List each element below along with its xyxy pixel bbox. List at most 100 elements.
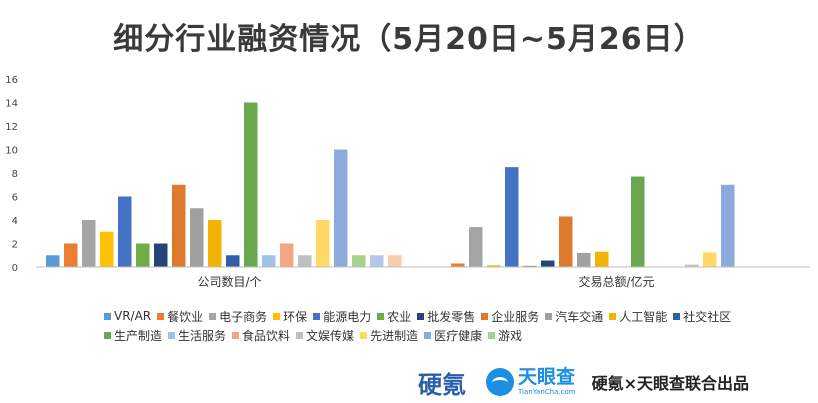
bar-餐饮业-1 xyxy=(451,263,465,267)
x-category-label: 交易总额/亿元 xyxy=(578,274,654,289)
legend-swatch xyxy=(609,312,617,320)
bar-生活服务-0 xyxy=(262,255,276,267)
brand2-name: 天眼查 xyxy=(518,366,576,388)
bar-医疗健康-1 xyxy=(721,184,735,267)
x-category-label: 公司数目/个 xyxy=(197,274,261,289)
legend-label: 电子商务 xyxy=(219,309,268,324)
brand-logo-tianyancha: 天眼查 TianYanCha.com xyxy=(486,368,576,396)
legend-item: 能源电力 xyxy=(313,308,371,324)
legend-swatch xyxy=(313,312,321,320)
legend-swatch xyxy=(209,312,217,320)
legend-swatch xyxy=(545,312,553,320)
bar-企业服务-1 xyxy=(559,216,573,267)
bars-group xyxy=(46,102,735,267)
legend-item: 游戏 xyxy=(488,327,522,343)
legend-swatch xyxy=(296,331,304,339)
legend-label: 社交社区 xyxy=(683,309,732,324)
bar-食品饮料-0 xyxy=(280,243,294,267)
legend-label: 能源电力 xyxy=(323,309,372,324)
brand2-text: 天眼查 TianYanCha.com xyxy=(518,368,576,396)
bar-能源电力-0 xyxy=(118,196,132,267)
legend-label: 餐饮业 xyxy=(167,309,204,324)
bar-文娱传媒-0 xyxy=(298,255,312,267)
legend-label: 食品饮料 xyxy=(242,328,291,343)
legend-swatch xyxy=(481,312,489,320)
bar-农业-1 xyxy=(523,265,537,267)
bar-医疗健康-0 xyxy=(334,149,348,267)
legend-item: 汽车交通 xyxy=(545,308,603,324)
bar-人工智能-0 xyxy=(208,220,222,267)
brand2-url: TianYanCha.com xyxy=(518,388,576,396)
legend-swatch xyxy=(424,331,432,339)
legend-label: 生活服务 xyxy=(178,328,227,343)
bar-chart: 0 2 4 6 8 10 12 14 16 公司数目/个 交易总额/亿元 xyxy=(5,75,810,289)
legend-label: 汽车交通 xyxy=(555,309,604,324)
legend: VR/AR 餐饮业 电子商务 环保 能源电力 农业 批发零售 企业服务 汽车交通 人工智能 社交社区… xyxy=(104,308,764,343)
legend-swatch xyxy=(104,312,111,320)
bar-环保-1 xyxy=(487,265,501,267)
legend-label: 人工智能 xyxy=(619,309,668,324)
bar-餐饮业-0 xyxy=(64,243,78,267)
legend-label: 游戏 xyxy=(498,328,523,343)
bar-电子商务-1 xyxy=(469,227,483,267)
bar-批发零售-0 xyxy=(154,243,168,267)
legend-label: 文娱传媒 xyxy=(306,328,355,343)
y-tick-label: 8 xyxy=(12,169,18,180)
bar-企业服务-0 xyxy=(172,184,186,267)
bar-生产制造-1 xyxy=(631,176,645,267)
y-tick-label: 12 xyxy=(5,122,18,133)
y-tick-label: 0 xyxy=(12,263,18,274)
bar-电子商务-0 xyxy=(82,220,96,267)
legend-item: 食品饮料 xyxy=(232,327,290,343)
y-tick-label: 16 xyxy=(5,75,18,86)
legend-swatch xyxy=(168,331,176,339)
legend-item: 医疗健康 xyxy=(424,327,482,343)
legend-label: 先进制造 xyxy=(370,328,419,343)
bar-农业-0 xyxy=(136,243,150,267)
legend-item: 餐饮业 xyxy=(157,308,203,324)
legend-swatch xyxy=(273,312,281,320)
legend-label: 环保 xyxy=(283,309,308,324)
legend-label: 企业服务 xyxy=(491,309,540,324)
legend-swatch xyxy=(417,312,425,320)
y-axis: 0 2 4 6 8 10 12 14 16 xyxy=(5,75,18,274)
legend-item: 农业 xyxy=(377,308,411,324)
bar-生产制造-0 xyxy=(244,102,258,267)
bar-社交社区-0 xyxy=(226,255,240,267)
legend-item: 文娱传媒 xyxy=(296,327,354,343)
bar-先进制造-0 xyxy=(316,220,330,267)
bar-series-19-0 xyxy=(388,255,402,267)
legend-swatch xyxy=(232,331,240,339)
legend-label: 农业 xyxy=(387,309,412,324)
bar-文娱传媒-1 xyxy=(685,264,699,267)
credit-text: 硬氪×天眼查联合出品 xyxy=(591,374,749,393)
y-tick-label: 10 xyxy=(5,146,18,157)
legend-label: VR/AR xyxy=(114,309,152,323)
legend-item: 电子商务 xyxy=(209,308,267,324)
bar-批发零售-1 xyxy=(541,260,555,267)
legend-item: 批发零售 xyxy=(417,308,475,324)
bar-先进制造-1 xyxy=(703,252,717,267)
bar-环保-0 xyxy=(100,231,114,267)
legend-label: 医疗健康 xyxy=(434,328,483,343)
legend-item: 人工智能 xyxy=(609,308,667,324)
legend-swatch xyxy=(377,312,385,320)
bar-汽车交通-0 xyxy=(190,208,204,267)
legend-item: 环保 xyxy=(273,308,307,324)
legend-swatch xyxy=(488,331,496,339)
legend-swatch xyxy=(104,331,111,339)
bar-能源电力-1 xyxy=(505,167,519,267)
bar-series-18-0 xyxy=(370,255,384,267)
legend-swatch xyxy=(360,331,368,339)
y-tick-label: 4 xyxy=(12,216,18,227)
y-tick-label: 2 xyxy=(12,240,18,251)
legend-swatch xyxy=(157,312,165,320)
eye-logo-icon xyxy=(486,368,514,396)
legend-item: 企业服务 xyxy=(481,308,539,324)
legend-label: 批发零售 xyxy=(427,309,476,324)
bar-汽车交通-1 xyxy=(577,252,591,267)
legend-item: 社交社区 xyxy=(673,308,731,324)
x-axis: 公司数目/个 交易总额/亿元 xyxy=(36,266,810,289)
y-tick-label: 14 xyxy=(5,99,18,110)
legend-item: 生活服务 xyxy=(168,327,226,343)
